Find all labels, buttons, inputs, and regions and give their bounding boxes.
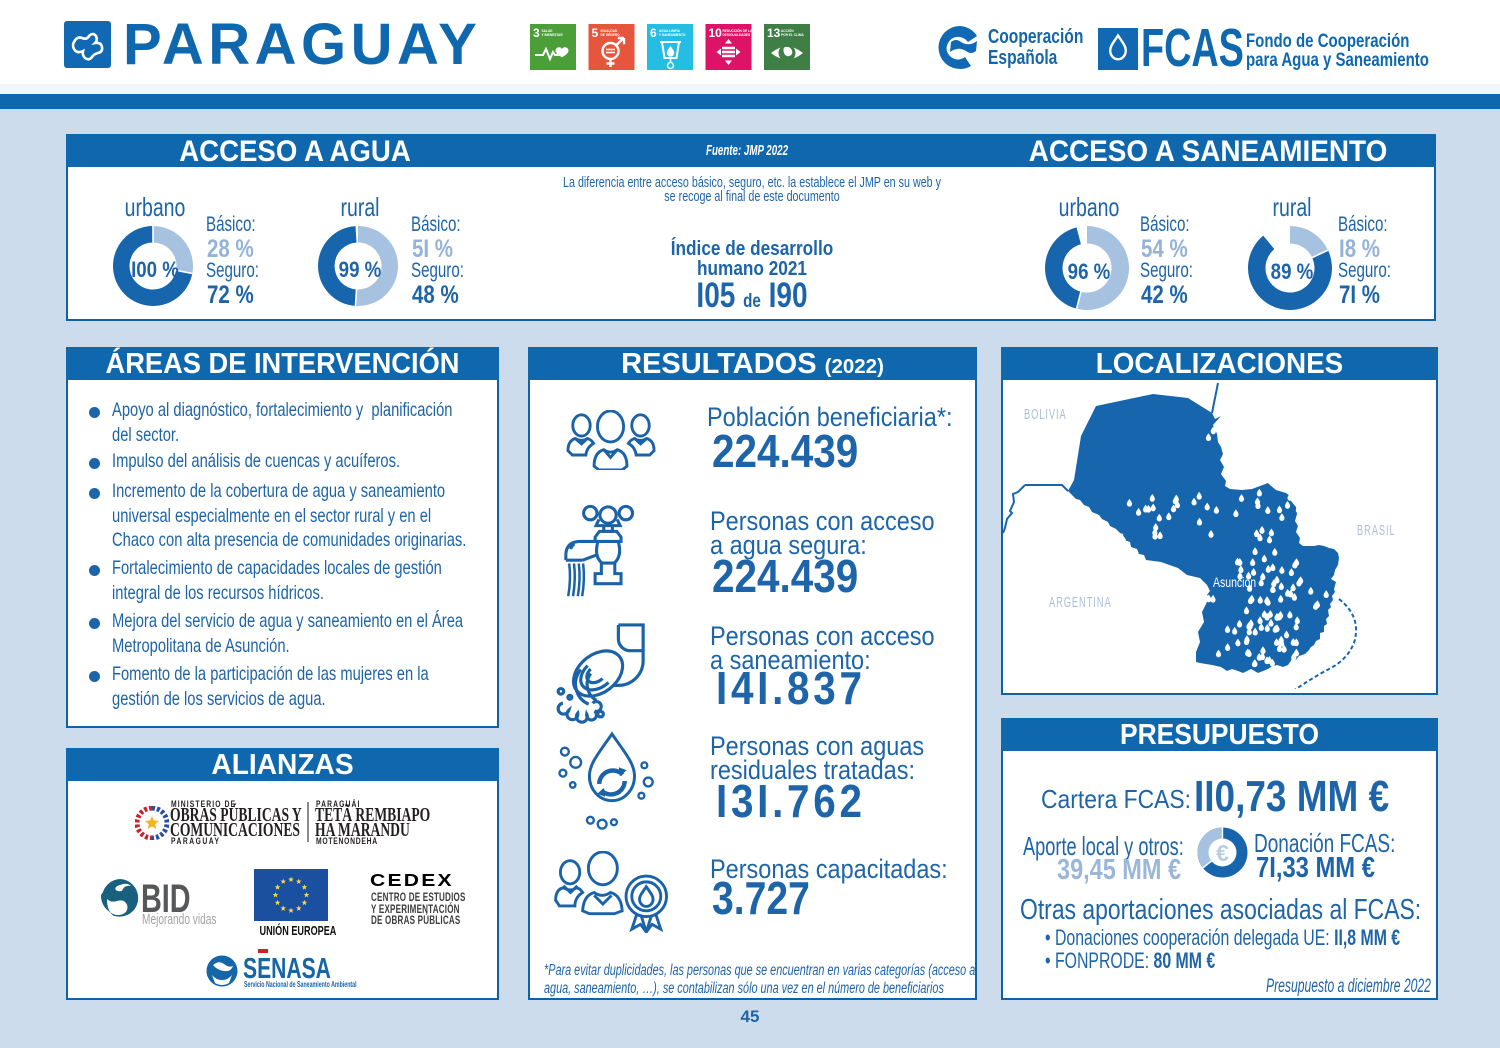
svg-text:10: 10 (709, 26, 723, 40)
svg-text:DE GÉNERO: DE GÉNERO (601, 32, 621, 37)
svg-text:BRASIL: BRASIL (1357, 522, 1396, 539)
svg-text:Y BIENESTAR: Y BIENESTAR (542, 33, 564, 37)
svg-text:BOLIVIA: BOLIVIA (1024, 406, 1067, 423)
svg-text:6: 6 (650, 26, 657, 40)
svg-text:AGUA LIMPIA: AGUA LIMPIA (659, 29, 681, 33)
svg-text:ARGENTINA: ARGENTINA (1049, 594, 1112, 611)
svg-text:5: 5 (592, 26, 599, 40)
svg-text:Y SANEAMIENTO: Y SANEAMIENTO (659, 33, 686, 37)
svg-text:REDUCCIÓN DE LAS: REDUCCIÓN DE LAS (723, 28, 755, 33)
svg-text:€: € (1216, 840, 1229, 866)
svg-text:Asunción: Asunción (1213, 575, 1256, 591)
svg-text:ACCIÓN: ACCIÓN (781, 28, 794, 33)
svg-text:13: 13 (767, 26, 781, 40)
svg-text:POR EL CLIMA: POR EL CLIMA (781, 33, 804, 37)
svg-text:SALUD: SALUD (542, 29, 554, 33)
svg-text:3: 3 (533, 26, 540, 40)
svg-text:IGUALDAD: IGUALDAD (601, 29, 619, 33)
svg-text:DESIGUALDADES: DESIGUALDADES (723, 33, 751, 37)
